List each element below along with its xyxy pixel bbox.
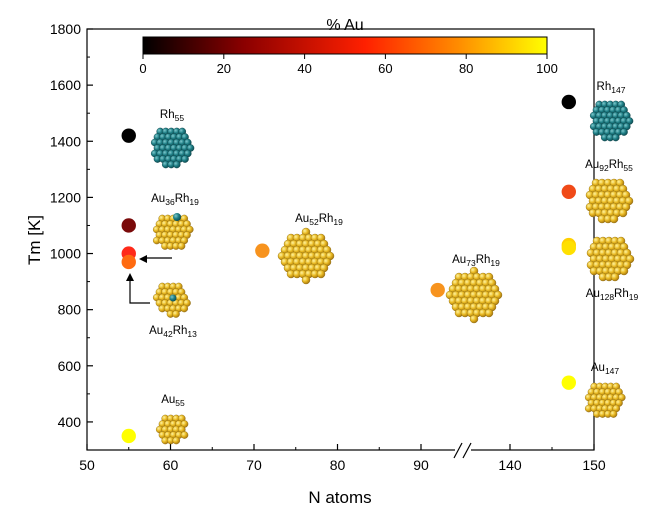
cluster-label: Au92Rh55	[585, 159, 633, 173]
x-tick-label: 80	[330, 457, 346, 473]
y-tick-label: 800	[58, 302, 82, 318]
colorbar-tick-label: 20	[217, 61, 231, 76]
colorbar-tick-label: 0	[139, 61, 146, 76]
data-point	[561, 94, 576, 110]
x-tick-label: 90	[413, 457, 429, 473]
colorbar-title: % Au	[326, 17, 363, 34]
cluster-label: Au147	[591, 362, 620, 376]
y-tick-label: 1800	[50, 21, 81, 37]
y-tick-label: 1200	[50, 189, 81, 205]
data-point	[430, 282, 445, 298]
au147-cluster	[584, 382, 626, 418]
data-point	[121, 218, 136, 233]
cluster-label: Rh147	[597, 81, 626, 95]
data-point	[561, 240, 576, 256]
y-tick-label: 1400	[50, 133, 81, 149]
cluster-label: Au36Rh19	[151, 193, 199, 207]
au55-cluster	[155, 414, 189, 445]
colorbar-tick-label: 80	[459, 61, 473, 76]
y-axis-title: Tm [K]	[25, 215, 44, 265]
annotation-arrows	[126, 255, 172, 304]
colorbar-tick-label: 100	[536, 61, 558, 76]
data-point	[121, 428, 136, 444]
y-tick-label: 1000	[50, 246, 81, 262]
rh55-cluster	[150, 127, 195, 169]
data-point	[561, 184, 576, 199]
x-axis: 50 60 70 80 90 140 150	[79, 444, 606, 473]
axis-break-marks	[453, 442, 472, 459]
data-points	[121, 94, 576, 444]
data-point	[561, 375, 576, 390]
au52rh19-cluster	[277, 227, 335, 285]
rh147-cluster	[589, 100, 634, 142]
y-tick-label: 400	[58, 414, 82, 430]
data-point	[255, 243, 270, 258]
data-point	[121, 128, 136, 143]
x-axis-title: N atoms	[308, 488, 371, 507]
cluster-label: Rh55	[160, 109, 184, 123]
au128rh19-cluster	[586, 236, 635, 282]
cluster-label: Au55	[161, 394, 185, 408]
au42rh13-cluster	[152, 282, 191, 318]
colorbar-gradient	[142, 36, 548, 55]
x-tick-label: 150	[582, 457, 606, 473]
x-tick-label: 140	[498, 457, 522, 473]
cluster-label: Au42Rh13	[149, 325, 197, 339]
cluster-label: Au52Rh19	[295, 213, 343, 227]
cluster-label: Au73Rh19	[452, 254, 500, 268]
colorbar-tick-label: 60	[378, 61, 392, 76]
data-point	[121, 254, 136, 270]
y-tick-label: 1600	[50, 77, 81, 93]
colorbar-tick-label: 40	[297, 61, 311, 76]
y-tick-label: 600	[58, 358, 82, 374]
x-tick-label: 60	[163, 457, 179, 473]
cluster-label: Au128Rh19	[586, 288, 639, 302]
x-tick-label: 50	[79, 457, 95, 473]
x-tick-label: 70	[246, 457, 262, 473]
au92rh55-cluster	[585, 178, 634, 224]
au36rh19-cluster	[152, 213, 194, 250]
y-axis: 400 600 800 1000 1200 1400 1600 1800	[50, 21, 93, 430]
colorbar: % Au 0 20 40 60 80 100	[139, 17, 557, 76]
cluster-images	[150, 100, 635, 445]
au73rh19-cluster	[445, 266, 503, 324]
